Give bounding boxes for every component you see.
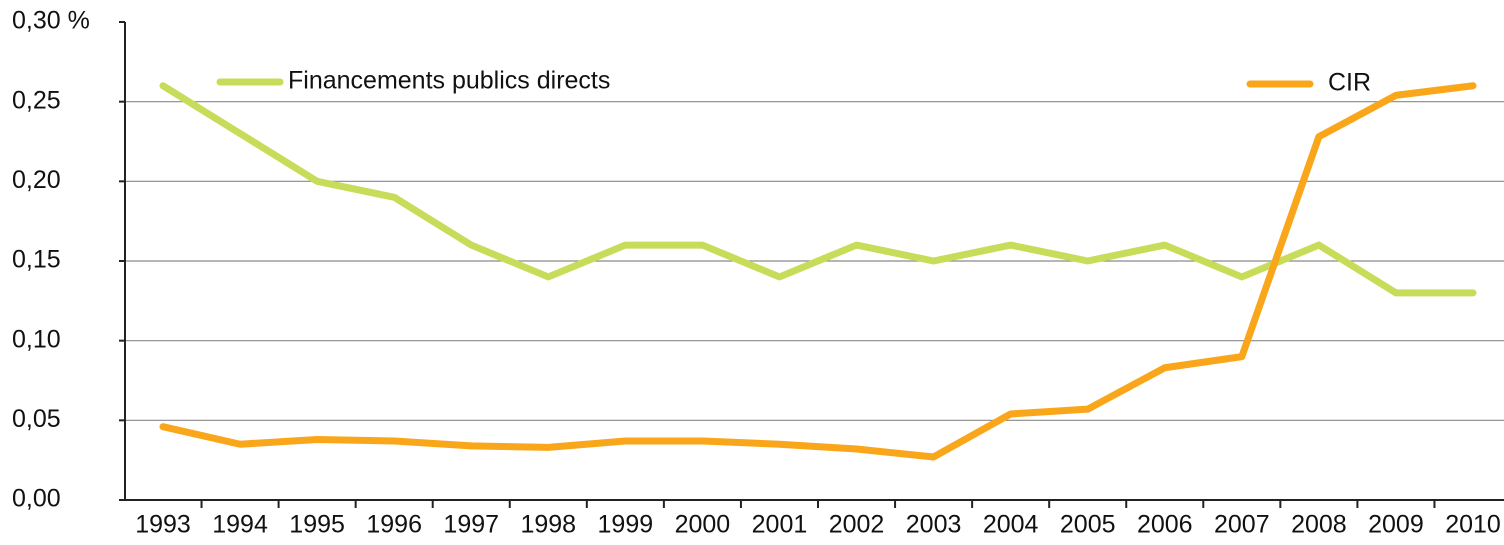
y-tick-label: 0,20	[12, 166, 61, 194]
x-tick-label: 2008	[1291, 511, 1347, 539]
data-line	[159, 82, 1477, 461]
legend-label: CIR	[1328, 69, 1371, 97]
x-tick-label: 1994	[212, 511, 268, 539]
data-line	[159, 82, 1477, 297]
x-tick-label: 2004	[983, 511, 1039, 539]
y-tick-label: 0,25	[12, 86, 61, 114]
x-tick-label: 2002	[829, 511, 885, 539]
x-tick-label: 2000	[675, 511, 731, 539]
y-tick-label: 0,15	[12, 246, 61, 274]
y-tick-label: 0,10	[12, 325, 61, 353]
x-tick-label: 1998	[520, 511, 576, 539]
x-tick-label: 1996	[366, 511, 422, 539]
x-tick-label: 2009	[1368, 511, 1424, 539]
x-tick-label: 1993	[135, 511, 191, 539]
x-tick-label: 2010	[1445, 511, 1501, 539]
x-tick-label: 1995	[289, 511, 345, 539]
y-tick-label: 0,30 %	[12, 7, 90, 35]
x-tick-label: 2003	[906, 511, 962, 539]
x-tick-label: 2007	[1214, 511, 1270, 539]
x-tick-label: 1999	[598, 511, 654, 539]
x-tick-label: 2005	[1060, 511, 1116, 539]
y-tick-label: 0,00	[12, 485, 61, 513]
x-tick-label: 2001	[752, 511, 808, 539]
legend-label: Financements publics directs	[288, 67, 610, 95]
x-tick-label: 1997	[443, 511, 499, 539]
x-tick-label: 2006	[1137, 511, 1193, 539]
y-tick-label: 0,05	[12, 405, 61, 433]
